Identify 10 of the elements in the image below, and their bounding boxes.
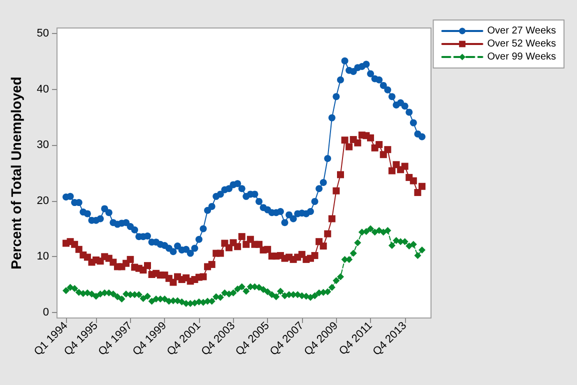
y-tick-label: 40 <box>36 83 49 96</box>
y-tick-label: 20 <box>36 194 49 207</box>
y-tick-label: 30 <box>36 139 49 152</box>
y-tick-label: 50 <box>36 28 49 40</box>
y-tick-label: 10 <box>36 250 49 263</box>
legend-label: Over 27 Weeks <box>487 26 556 36</box>
legend-label: Over 52 Weeks <box>487 38 556 50</box>
legend-label: Over 99 Weeks <box>487 52 556 62</box>
y-axis-title: Percent of Total Unemployed <box>8 76 24 270</box>
y-tick-label: 0 <box>42 306 49 318</box>
